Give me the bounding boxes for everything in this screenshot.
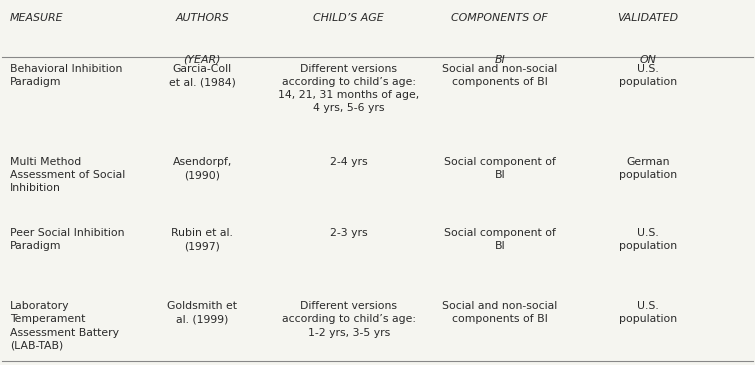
- Text: Social component of
BI: Social component of BI: [444, 157, 556, 180]
- Text: Social component of
BI: Social component of BI: [444, 228, 556, 251]
- Text: U.S.
population: U.S. population: [619, 301, 676, 324]
- Text: Multi Method
Assessment of Social
Inhibition: Multi Method Assessment of Social Inhibi…: [10, 157, 125, 193]
- Text: COMPONENTS OF: COMPONENTS OF: [451, 13, 548, 23]
- Text: U.S.
population: U.S. population: [619, 64, 676, 87]
- Text: Different versions
according to child’s age:
1-2 yrs, 3-5 yrs: Different versions according to child’s …: [282, 301, 416, 338]
- Text: 2-4 yrs: 2-4 yrs: [330, 157, 368, 167]
- Text: U.S.
population: U.S. population: [619, 228, 676, 251]
- Text: Rubin et al.
(1997): Rubin et al. (1997): [171, 228, 233, 251]
- Text: Peer Social Inhibition
Paradigm: Peer Social Inhibition Paradigm: [10, 228, 125, 251]
- Text: Behavioral Inhibition
Paradigm: Behavioral Inhibition Paradigm: [10, 64, 122, 87]
- Text: MEASURE: MEASURE: [10, 13, 63, 23]
- Text: Laboratory
Temperament
Assessment Battery
(LAB-TAB): Laboratory Temperament Assessment Batter…: [10, 301, 119, 351]
- Text: Social and non-social
components of BI: Social and non-social components of BI: [442, 301, 557, 324]
- Text: VALIDATED: VALIDATED: [618, 13, 678, 23]
- Text: 2-3 yrs: 2-3 yrs: [330, 228, 368, 238]
- Text: CHILD’S AGE: CHILD’S AGE: [313, 13, 384, 23]
- Text: German
population: German population: [619, 157, 676, 180]
- Text: ON: ON: [639, 55, 656, 65]
- Text: Garcia-Coll
et al. (1984): Garcia-Coll et al. (1984): [169, 64, 236, 87]
- Text: AUTHORS: AUTHORS: [175, 13, 230, 23]
- Text: Goldsmith et
al. (1999): Goldsmith et al. (1999): [168, 301, 237, 324]
- Text: Social and non-social
components of BI: Social and non-social components of BI: [442, 64, 557, 87]
- Text: BI: BI: [495, 55, 505, 65]
- Text: (YEAR): (YEAR): [183, 55, 221, 65]
- Text: Asendorpf,
(1990): Asendorpf, (1990): [173, 157, 232, 180]
- Text: Different versions
according to child’s age:
14, 21, 31 months of age,
4 yrs, 5-: Different versions according to child’s …: [278, 64, 420, 114]
